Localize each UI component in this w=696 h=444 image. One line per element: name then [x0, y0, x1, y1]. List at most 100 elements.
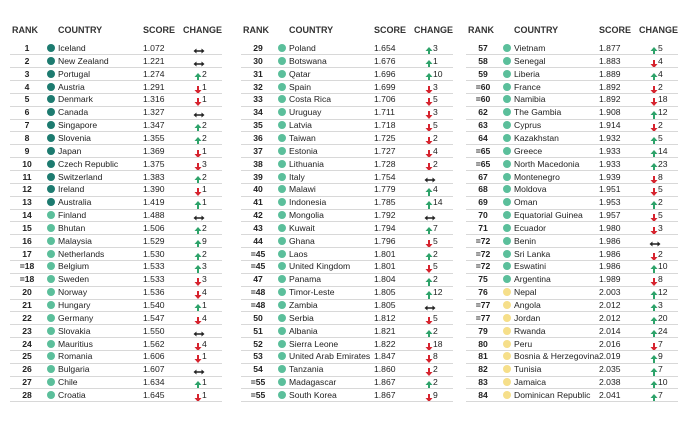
score: 1.794 — [374, 222, 396, 233]
level-dot — [503, 159, 511, 168]
rank: =72 — [475, 235, 491, 246]
change: 2 — [658, 248, 663, 259]
row-separator — [241, 362, 453, 364]
row-separator — [466, 375, 678, 377]
rank: =60 — [475, 94, 491, 105]
change: 1 — [202, 197, 207, 208]
change-icon — [194, 339, 202, 357]
level-dot — [503, 44, 511, 52]
country: Malaysia — [58, 235, 92, 246]
change: 2 — [433, 274, 438, 285]
row-separator — [466, 388, 678, 390]
change-icon — [194, 223, 202, 241]
country: Norway — [58, 287, 88, 298]
row-separator — [241, 259, 453, 261]
level-dot — [47, 326, 55, 335]
header-score: SCORE — [599, 25, 632, 35]
country: Senegal — [514, 55, 546, 66]
rank: =18 — [19, 261, 35, 272]
row-separator — [10, 221, 222, 223]
rank: 54 — [253, 364, 263, 375]
rank: 33 — [253, 94, 263, 105]
level-dot — [47, 236, 55, 245]
rank: 41 — [253, 197, 263, 208]
row-separator — [10, 337, 222, 339]
rank: 22 — [22, 312, 32, 323]
level-dot — [47, 262, 55, 271]
level-dot — [278, 378, 286, 387]
row-separator — [466, 324, 678, 326]
country: Serbia — [289, 312, 314, 323]
row-separator — [466, 247, 678, 249]
score: 1.699 — [374, 81, 396, 92]
change: 2 — [433, 158, 438, 169]
score: 1.274 — [143, 68, 165, 79]
row-separator — [241, 221, 453, 223]
change-icon — [193, 43, 205, 61]
change: 4 — [658, 68, 663, 79]
row-separator — [10, 272, 222, 274]
change: 2 — [202, 171, 207, 182]
change-icon — [193, 326, 205, 344]
row-separator — [466, 105, 678, 107]
rank: 58 — [478, 55, 488, 66]
rank: 62 — [478, 107, 488, 118]
level-dot — [47, 313, 55, 322]
score: 1.805 — [374, 287, 396, 298]
rank: 79 — [478, 325, 488, 336]
change-icon — [650, 326, 658, 344]
change-icon — [650, 184, 658, 202]
rank: 43 — [253, 222, 263, 233]
level-dot — [278, 390, 286, 399]
change-icon — [425, 236, 433, 254]
rank: 71 — [478, 222, 488, 233]
change-icon — [194, 184, 202, 202]
change: 10 — [658, 261, 668, 272]
country: Singapore — [58, 120, 98, 131]
rank: 68 — [478, 184, 488, 195]
change-icon — [425, 69, 433, 87]
change: 14 — [433, 197, 443, 208]
change-icon — [425, 390, 433, 408]
change-icon — [194, 287, 202, 305]
country: Poland — [289, 43, 316, 53]
level-dot — [503, 146, 511, 155]
change: 1 — [202, 81, 207, 92]
change-icon — [425, 364, 433, 382]
level-dot — [503, 301, 511, 309]
change: 2 — [202, 222, 207, 233]
change-icon — [193, 364, 205, 382]
change-icon — [650, 287, 658, 305]
change-icon — [425, 184, 433, 202]
country: Spain — [289, 81, 311, 92]
rank: 23 — [22, 325, 32, 336]
country: Greece — [514, 145, 543, 156]
rank: 63 — [478, 120, 488, 131]
score: 1.805 — [374, 300, 396, 310]
change: 18 — [433, 338, 443, 349]
rank: 28 — [22, 389, 32, 400]
level-dot — [503, 365, 511, 374]
score: 1.530 — [143, 248, 165, 259]
level-dot — [278, 44, 286, 52]
country: Ireland — [58, 184, 85, 195]
level-dot — [278, 352, 286, 361]
rank: 30 — [253, 55, 263, 66]
country: Chile — [58, 377, 78, 388]
score: 2.012 — [599, 312, 621, 323]
country: Mauritius — [58, 338, 93, 349]
row-separator — [241, 92, 453, 94]
level-dot — [278, 262, 286, 271]
level-dot — [47, 211, 55, 220]
row-separator — [10, 362, 222, 364]
country: Slovakia — [58, 325, 91, 336]
row-separator — [241, 157, 453, 159]
row-separator — [10, 195, 222, 197]
change: 3 — [433, 43, 438, 53]
level-dot — [47, 159, 55, 168]
score: 1.728 — [374, 158, 396, 169]
score: 1.347 — [143, 120, 165, 131]
rank: 7 — [24, 120, 30, 131]
row-separator — [10, 92, 222, 94]
level-dot — [278, 108, 286, 117]
